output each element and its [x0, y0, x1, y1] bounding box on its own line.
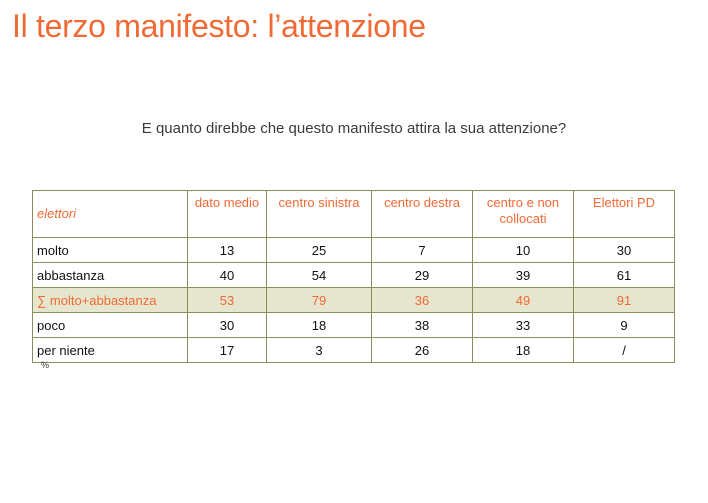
column-header: centro sinistra	[266, 190, 372, 238]
table-cell: 13	[187, 237, 267, 263]
table-cell: 18	[472, 337, 574, 363]
table-cell: 40	[187, 262, 267, 288]
table-row-highlight: ∑ molto+abbastanza 53 79 36 49 91	[32, 287, 675, 313]
table-cell: 91	[573, 287, 675, 313]
slide-title: Il terzo manifesto: l’attenzione	[12, 8, 426, 44]
row-label: abbastanza	[32, 262, 188, 288]
table-row: abbastanza 40 54 29 39 61	[32, 262, 675, 288]
table-cell: 29	[371, 262, 473, 288]
row-label: poco	[32, 312, 188, 338]
table-cell: 9	[573, 312, 675, 338]
table-cell: 61	[573, 262, 675, 288]
column-header: Elettori PD	[573, 190, 675, 238]
table-row: per niente 17 3 26 18 /	[32, 337, 675, 363]
table-cell: 3	[266, 337, 372, 363]
table-cell: 53	[187, 287, 267, 313]
table-cell: 30	[187, 312, 267, 338]
row-header-label: elettori	[32, 190, 188, 238]
table-cell: 79	[266, 287, 372, 313]
table-header-row: elettori dato medio centro sinistra cent…	[32, 190, 675, 238]
table-row: poco 30 18 38 33 9	[32, 312, 675, 338]
column-header: dato medio	[187, 190, 267, 238]
unit-note: %	[41, 360, 50, 370]
table-cell: /	[573, 337, 675, 363]
table-cell: 30	[573, 237, 675, 263]
table-cell: 49	[472, 287, 574, 313]
table-cell: 10	[472, 237, 574, 263]
table-cell: 54	[266, 262, 372, 288]
table-row: molto 13 25 7 10 30	[32, 237, 675, 263]
table-cell: 17	[187, 337, 267, 363]
column-header: centro e non collocati	[472, 190, 574, 238]
column-header: centro destra	[371, 190, 473, 238]
survey-table: elettori dato medio centro sinistra cent…	[32, 190, 675, 363]
row-label: molto	[32, 237, 188, 263]
table-cell: 38	[371, 312, 473, 338]
table-cell: 26	[371, 337, 473, 363]
row-label: ∑ molto+abbastanza	[32, 287, 188, 313]
row-label: per niente	[32, 337, 188, 363]
table-cell: 25	[266, 237, 372, 263]
table-cell: 36	[371, 287, 473, 313]
table-cell: 18	[266, 312, 372, 338]
table-cell: 33	[472, 312, 574, 338]
table-cell: 7	[371, 237, 473, 263]
survey-question: E quanto direbbe che questo manifesto at…	[141, 120, 567, 137]
table-cell: 39	[472, 262, 574, 288]
